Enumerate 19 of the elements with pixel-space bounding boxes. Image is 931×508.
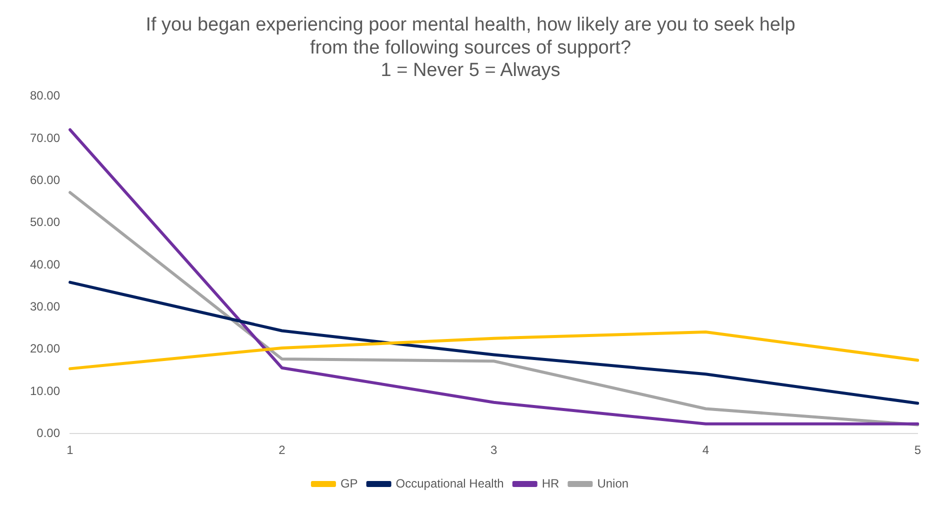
legend-label: Occupational Health [396,476,504,490]
x-tick-label: 4 [702,443,710,458]
y-tick-label: 60.00 [30,173,60,188]
y-tick-label: 0.00 [36,426,60,440]
y-tick-label: 50.00 [30,215,60,230]
x-tick-label: 5 [914,443,922,458]
legend-label: GP [340,476,358,490]
legend-label: Union [597,476,629,490]
y-tick-label: 10.00 [30,384,60,398]
chart-title: If you began experiencing poor mental health, how likely are you to seek help from the following sources of support? 1 = Never 5 = Always [146,14,796,82]
y-tick-label: 80.00 [30,88,60,103]
y-tick-label: 30.00 [30,299,60,314]
y-tick-label: 40.00 [30,257,60,272]
legend-label: HR [542,476,560,490]
x-tick-label: 2 [278,443,286,458]
x-tick-label: 1 [66,443,74,458]
x-tick-label: 3 [490,443,498,458]
y-tick-label: 20.00 [30,342,60,356]
y-tick-label: 70.00 [30,130,60,145]
